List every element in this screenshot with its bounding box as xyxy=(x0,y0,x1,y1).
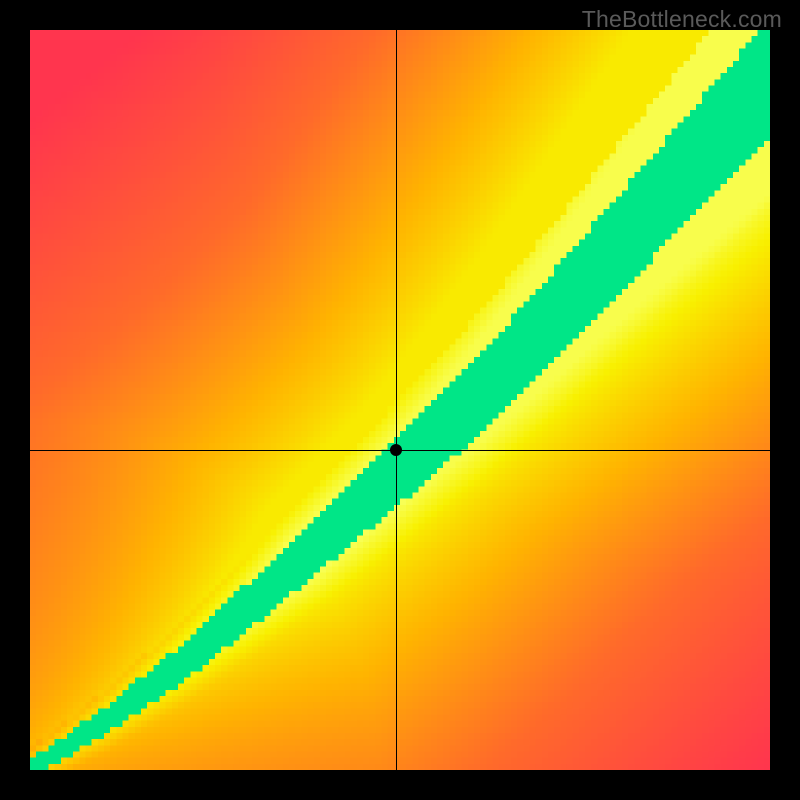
crosshair-vertical xyxy=(396,30,397,770)
marker-dot xyxy=(390,444,402,456)
heatmap-canvas xyxy=(30,30,770,770)
watermark-text: TheBottleneck.com xyxy=(582,6,782,33)
plot-area xyxy=(30,30,770,770)
